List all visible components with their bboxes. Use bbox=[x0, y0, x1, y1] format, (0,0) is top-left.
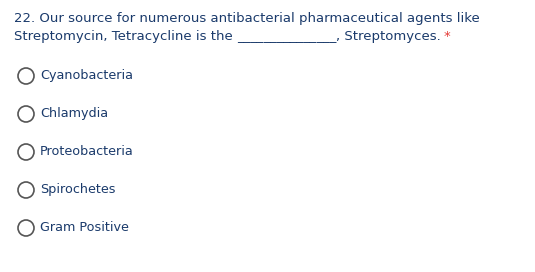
Text: Streptomycin, Tetracycline is the: Streptomycin, Tetracycline is the bbox=[14, 30, 237, 43]
Text: Cyanobacteria: Cyanobacteria bbox=[40, 69, 133, 82]
Text: Chlamydia: Chlamydia bbox=[40, 107, 108, 120]
Text: , Streptomyces.: , Streptomyces. bbox=[337, 30, 441, 43]
Text: Gram Positive: Gram Positive bbox=[40, 221, 129, 234]
Text: _______________: _______________ bbox=[237, 30, 337, 43]
Text: 22. Our source for numerous antibacterial pharmaceutical agents like: 22. Our source for numerous antibacteria… bbox=[14, 12, 480, 25]
Text: *: * bbox=[443, 30, 450, 43]
Text: Proteobacteria: Proteobacteria bbox=[40, 145, 134, 158]
Text: Spirochetes: Spirochetes bbox=[40, 183, 116, 196]
